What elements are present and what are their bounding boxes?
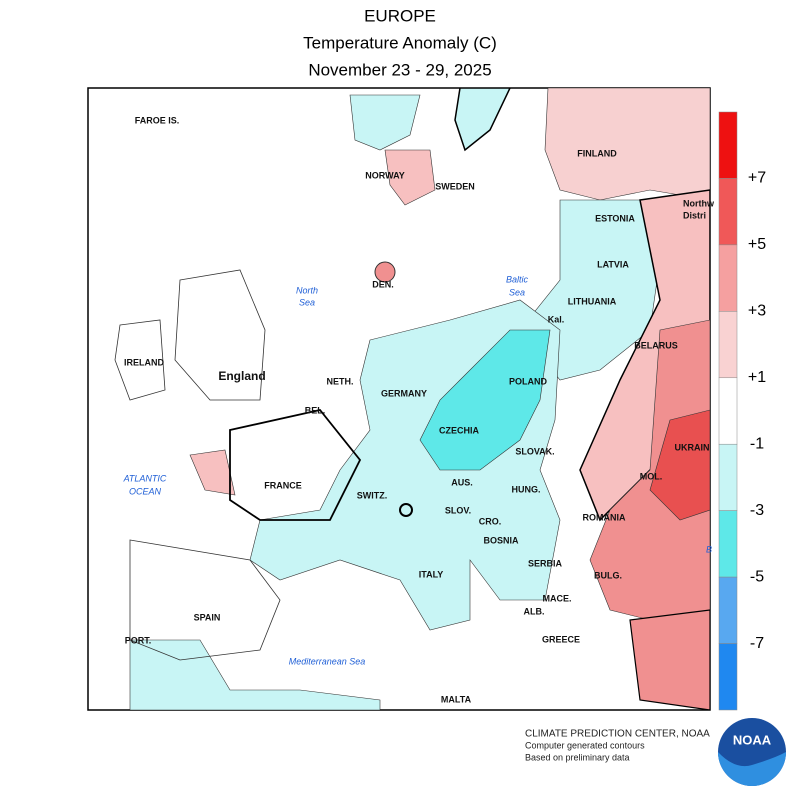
logo-text: NOAA [733,732,772,747]
place-label: MALTA [441,694,472,704]
legend-label: +7 [748,170,766,187]
place-label: LITHUANIA [568,296,617,306]
place-label: SWITZ. [357,490,388,500]
place-label: POLAND [509,376,548,386]
logo-wave [718,752,786,786]
water-label: Sea [509,287,525,297]
place-label: GERMANY [381,388,427,398]
water-label: OCEAN [129,486,162,496]
place-label: SLOVAK. [515,446,554,456]
place-label: Northw [683,198,715,208]
place-label: NETH. [327,376,354,386]
place-label: MOL. [640,471,663,481]
place-label: Distri [683,210,706,220]
anomaly-fields [114,88,710,710]
place-label: FRANCE [264,480,302,490]
place-label: GREECE [542,634,580,644]
legend-label: -7 [750,635,764,652]
footer: CLIMATE PREDICTION CENTER, NOAA Computer… [525,718,786,786]
place-label: ROMANIA [583,512,626,522]
legend-label: +1 [748,369,766,386]
place-label: LATVIA [597,259,629,269]
place-label: SERBIA [528,558,563,568]
legend-label: -3 [750,502,764,519]
water-label: Mediterranean Sea [289,656,366,666]
place-label: Kal. [548,314,565,324]
legend-swatch [718,576,738,644]
water-label: B [706,544,712,554]
place-label: England [218,369,265,383]
place-label: ITALY [419,569,444,579]
legend-swatch [718,311,738,379]
place-label: PORT. [125,635,152,645]
water-label: Baltic [506,274,529,284]
place-label: FAROE IS. [135,115,180,125]
place-label: BELARUS [634,340,678,350]
place-label: DEN. [372,279,394,289]
place-label: IRELAND [124,357,164,367]
place-label: CRO. [479,516,502,526]
place-label: NORWAY [365,170,405,180]
place-label: SLOV. [445,505,471,515]
place-label: HUNG. [512,484,541,494]
legend-label: +3 [748,303,766,320]
title: November 23 - 29, 2025 [308,60,491,79]
water-label: Sea [299,297,315,307]
legend-label: -1 [750,435,764,452]
legend-swatch [718,443,738,511]
place-label: CZECHIA [439,425,479,435]
credit: Computer generated contours [525,740,645,750]
legend-swatch [718,111,738,179]
title: Temperature Anomaly (C) [303,33,497,52]
credit: Based on preliminary data [525,752,630,762]
legend-swatch [718,510,738,578]
place-label: SWEDEN [435,181,475,191]
place-label: ESTONIA [595,213,635,223]
place-label: BULG. [594,570,622,580]
place-label: FINLAND [577,148,617,158]
water-label: ATLANTIC [123,473,167,483]
title: EUROPE [364,6,436,25]
credit: CLIMATE PREDICTION CENTER, NOAA [525,729,710,740]
legend-swatch [718,643,738,711]
legend-swatch [718,244,738,312]
place-label: BOSNIA [483,535,519,545]
color-legend: +7 +5 +3 +1 -1 -3 -5 -7 [718,111,766,711]
water-label: North [296,285,318,295]
place-label: ALB. [524,606,545,616]
legend-swatch [718,178,738,246]
map: FAROE IS. NORWAY SWEDEN FINLAND ESTONIA … [87,87,715,711]
place-label: AUS. [451,477,473,487]
legend-label: -5 [750,568,764,585]
legend-label: +5 [748,236,766,253]
place-label: UKRAIN [675,442,710,452]
place-label: SPAIN [194,612,221,622]
legend-swatch [718,377,738,445]
place-label: BEL. [305,405,326,415]
place-label: MACE. [543,593,572,603]
